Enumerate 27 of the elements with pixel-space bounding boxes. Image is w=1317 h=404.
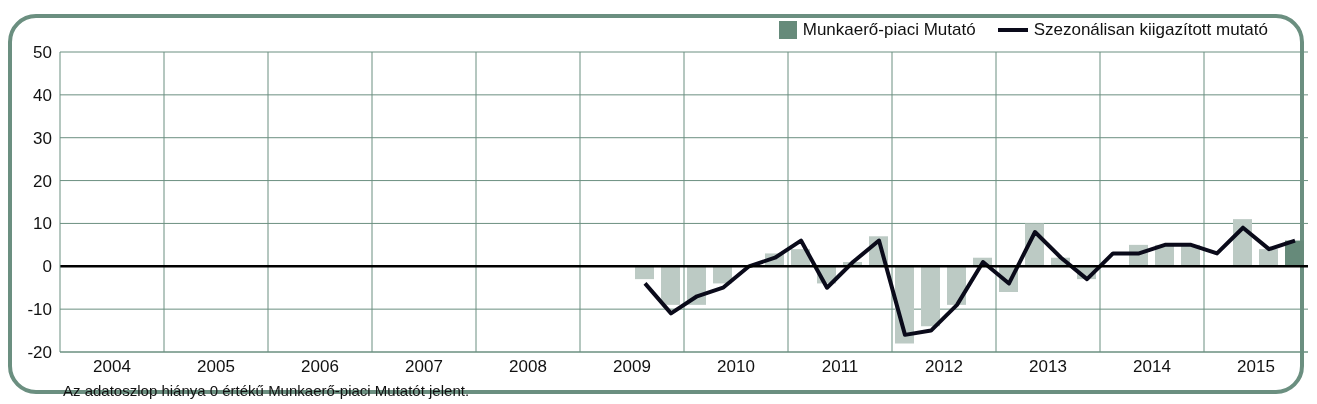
x-tick-label: 2009 bbox=[613, 357, 651, 377]
x-tick-label: 2005 bbox=[197, 357, 235, 377]
y-tick-label: 40 bbox=[33, 85, 52, 105]
x-tick-label: 2014 bbox=[1133, 357, 1171, 377]
line-series bbox=[643, 225, 1297, 337]
text: Az adatoszlop hiánya 0 értékű Munkaerő-piaci Mutatót jelent. bbox=[63, 382, 471, 399]
y-tick-label: 10 bbox=[33, 214, 52, 234]
x-tick-label: 2008 bbox=[509, 357, 547, 377]
y-tick-label: 20 bbox=[33, 171, 52, 191]
legend-label: Szezonálisan kiigazított mutató bbox=[1033, 20, 1268, 40]
x-tick-label: 2013 bbox=[1029, 357, 1067, 377]
x-tick-label: 2006 bbox=[301, 357, 339, 377]
y-tick-label: 50 bbox=[33, 43, 52, 63]
y-tick-label: -20 bbox=[27, 343, 52, 363]
y-tick-label: 30 bbox=[33, 128, 52, 148]
bar bbox=[1259, 249, 1278, 267]
x-tick-label: 2007 bbox=[405, 357, 443, 377]
y-tick-label: -10 bbox=[27, 300, 52, 320]
y-tick-label: 0 bbox=[42, 257, 52, 277]
legend-label: Munkaerő-piaci Mutató bbox=[802, 20, 976, 40]
x-tick-label: 2004 bbox=[93, 357, 131, 377]
x-tick-label: 2010 bbox=[717, 357, 755, 377]
x-tick-label: 2012 bbox=[925, 357, 963, 377]
x-tick-label: 2015 bbox=[1237, 357, 1275, 377]
bar bbox=[921, 266, 940, 327]
x-tick-label: 2011 bbox=[821, 357, 859, 377]
bar bbox=[661, 266, 680, 305]
